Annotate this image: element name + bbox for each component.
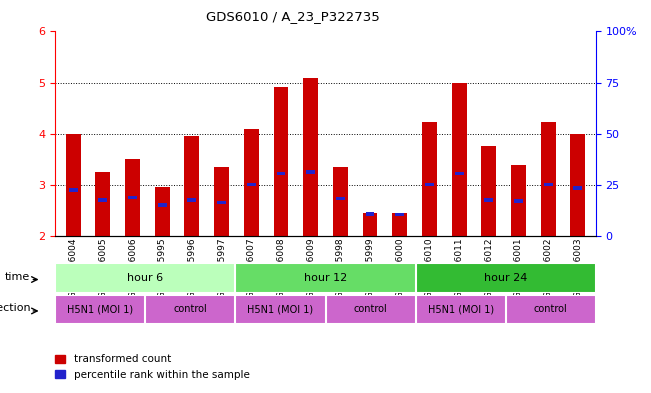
Bar <box>481 146 496 236</box>
Text: hour 24: hour 24 <box>484 273 527 283</box>
Bar <box>217 201 226 204</box>
Bar <box>66 134 81 236</box>
Bar <box>366 212 374 216</box>
Legend: transformed count, percentile rank within the sample: transformed count, percentile rank withi… <box>51 350 254 384</box>
Bar <box>484 198 493 202</box>
Text: H5N1 (MOI 1): H5N1 (MOI 1) <box>428 305 493 314</box>
Bar <box>452 83 467 236</box>
Bar <box>155 187 170 236</box>
Bar <box>69 188 77 192</box>
Bar <box>247 183 256 187</box>
Bar <box>187 198 197 202</box>
Text: time: time <box>5 272 31 281</box>
Bar <box>184 136 199 236</box>
Bar <box>306 170 315 174</box>
Bar <box>574 187 582 190</box>
Text: H5N1 (MOI 1): H5N1 (MOI 1) <box>67 305 133 314</box>
Bar <box>303 79 318 236</box>
Bar <box>393 213 407 236</box>
Bar <box>511 165 526 236</box>
Text: hour 12: hour 12 <box>304 273 347 283</box>
Bar <box>214 167 229 236</box>
Bar <box>454 172 464 175</box>
Text: H5N1 (MOI 1): H5N1 (MOI 1) <box>247 305 314 314</box>
Bar <box>128 196 137 199</box>
Bar <box>125 159 140 236</box>
Bar <box>98 198 107 202</box>
Text: control: control <box>174 305 207 314</box>
Text: GDS6010 / A_23_P322735: GDS6010 / A_23_P322735 <box>206 10 380 23</box>
Bar <box>96 172 110 236</box>
Text: hour 6: hour 6 <box>128 273 163 283</box>
Bar <box>514 199 523 203</box>
Bar <box>244 129 258 236</box>
Bar <box>277 172 285 175</box>
Text: infection: infection <box>0 303 31 313</box>
Bar <box>158 203 167 207</box>
Bar <box>336 197 345 200</box>
Bar <box>395 213 404 216</box>
Bar <box>544 183 553 187</box>
Bar <box>570 134 585 236</box>
Text: control: control <box>534 305 568 314</box>
Bar <box>363 213 378 236</box>
Text: control: control <box>353 305 387 314</box>
Bar <box>422 122 437 236</box>
Bar <box>333 167 348 236</box>
Bar <box>273 86 288 236</box>
Bar <box>425 183 434 187</box>
Bar <box>541 122 555 236</box>
